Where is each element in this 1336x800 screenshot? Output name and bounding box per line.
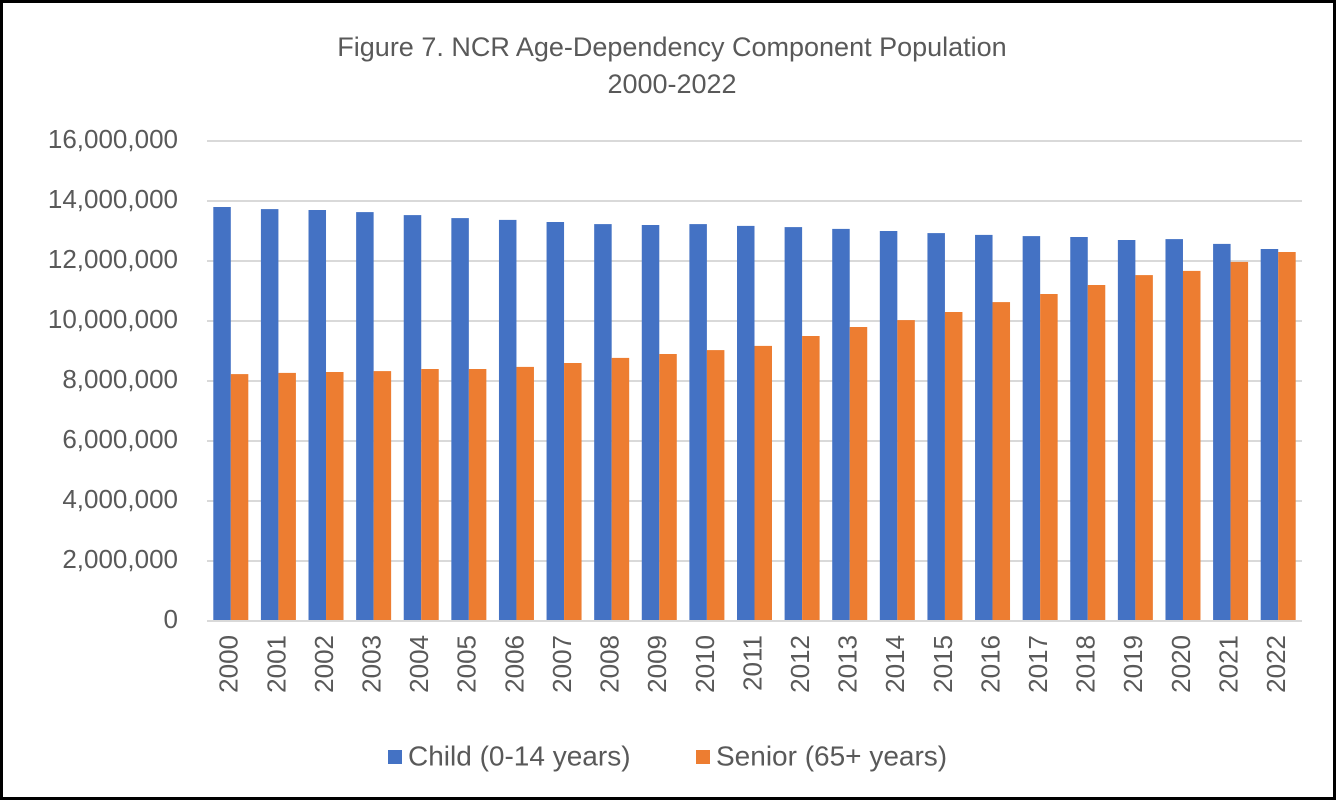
bar — [879, 231, 898, 621]
y-tick-label: 10,000,000 — [48, 304, 178, 334]
x-tick-label: 2001 — [261, 635, 291, 693]
bar — [689, 224, 707, 621]
x-tick-label: 2002 — [309, 635, 339, 693]
x-tick-label: 2021 — [1213, 635, 1243, 693]
x-tick-label: 2011 — [737, 635, 767, 691]
bar — [992, 302, 1011, 621]
bar — [927, 233, 945, 621]
bar — [611, 357, 630, 621]
x-tick-label: 2015 — [928, 635, 958, 693]
bar — [832, 228, 850, 621]
bar — [403, 215, 422, 621]
bar — [421, 369, 439, 621]
y-tick-label: 14,000,000 — [48, 184, 178, 214]
bar — [1087, 285, 1106, 621]
legend-label: Child (0-14 years) — [408, 740, 631, 771]
x-tick-label: 2006 — [499, 635, 529, 693]
bar — [1260, 249, 1279, 621]
x-tick-label: 2003 — [357, 635, 387, 693]
legend-swatch — [696, 750, 710, 764]
bar — [213, 207, 231, 621]
y-tick-label: 8,000,000 — [62, 364, 178, 394]
bar — [1022, 236, 1041, 621]
y-tick-label: 2,000,000 — [62, 544, 178, 574]
bar — [1040, 294, 1058, 621]
y-tick-label: 4,000,000 — [62, 484, 178, 514]
bar — [784, 227, 803, 621]
bar — [1070, 237, 1088, 621]
bar — [659, 354, 677, 621]
bar — [754, 345, 772, 621]
x-tick-label: 2005 — [452, 635, 482, 693]
bar — [1278, 252, 1296, 621]
x-tick-label: 2007 — [547, 635, 577, 693]
legend-label: Senior (65+ years) — [716, 740, 947, 771]
bar — [516, 366, 534, 621]
x-tick-label: 2019 — [1118, 635, 1148, 693]
bar — [1135, 275, 1153, 621]
y-tick-label: 0 — [164, 604, 178, 634]
x-tick-label: 2013 — [833, 635, 863, 693]
bar — [308, 210, 327, 621]
x-tick-label: 2008 — [595, 635, 625, 693]
x-tick-label: 2009 — [642, 635, 672, 693]
x-tick-label: 2010 — [690, 635, 720, 693]
bar — [326, 372, 344, 621]
bar — [1117, 240, 1136, 621]
bar — [897, 320, 915, 621]
bar — [230, 374, 249, 621]
bar — [641, 225, 660, 621]
chart-subtitle: 2000-2022 — [607, 69, 736, 99]
bar — [802, 336, 820, 621]
bar — [944, 312, 963, 621]
bar — [468, 369, 487, 621]
x-tick-label: 2022 — [1261, 635, 1291, 693]
y-tick-label: 12,000,000 — [48, 244, 178, 274]
bar — [849, 327, 868, 621]
x-tick-label: 2000 — [214, 635, 244, 693]
bar — [1182, 270, 1201, 621]
x-tick-label: 2018 — [1071, 635, 1101, 693]
bar — [546, 222, 565, 621]
x-tick-label: 2012 — [785, 635, 815, 693]
bar — [1230, 261, 1249, 621]
bar — [737, 225, 755, 621]
x-tick-label: 2017 — [1023, 635, 1053, 693]
x-tick-label: 2014 — [880, 635, 910, 693]
bar — [564, 363, 582, 621]
bar — [278, 372, 296, 621]
chart-title: Figure 7. NCR Age-Dependency Component P… — [337, 32, 1006, 62]
bar — [975, 234, 993, 621]
y-tick-label: 16,000,000 — [48, 124, 178, 154]
bar — [260, 209, 279, 621]
bar — [356, 212, 374, 621]
bar — [1213, 243, 1231, 621]
legend-swatch — [388, 750, 402, 764]
bar — [373, 371, 392, 621]
y-tick-label: 6,000,000 — [62, 424, 178, 454]
x-tick-label: 2020 — [1166, 635, 1196, 693]
bar — [451, 218, 469, 621]
bar — [1165, 239, 1183, 621]
bar — [594, 224, 612, 621]
bar — [498, 219, 517, 621]
bar — [706, 350, 725, 621]
x-tick-label: 2016 — [975, 635, 1005, 693]
x-tick-label: 2004 — [404, 635, 434, 693]
